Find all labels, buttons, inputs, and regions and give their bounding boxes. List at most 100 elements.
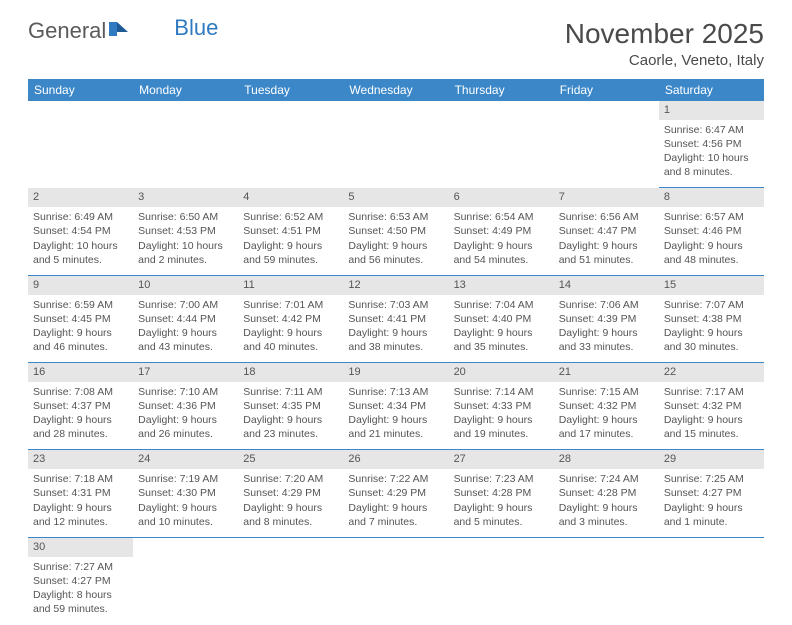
sunset-text: Sunset: 4:54 PM [33, 224, 128, 238]
day-number-cell: 12 [343, 275, 448, 294]
day-info-cell: Sunrise: 7:00 AMSunset: 4:44 PMDaylight:… [133, 295, 238, 363]
day-number-cell: 7 [554, 188, 659, 207]
day-info-cell [449, 120, 554, 188]
sunset-text: Sunset: 4:33 PM [454, 399, 549, 413]
daylight-text: Daylight: 9 hours and 19 minutes. [454, 413, 549, 441]
day-number-cell: 23 [28, 450, 133, 469]
daynum-row: 1 [28, 101, 764, 120]
day-number-cell [343, 537, 448, 556]
day-info-cell: Sunrise: 6:49 AMSunset: 4:54 PMDaylight:… [28, 207, 133, 275]
sunset-text: Sunset: 4:37 PM [33, 399, 128, 413]
day-number-cell: 16 [28, 363, 133, 382]
sunset-text: Sunset: 4:44 PM [138, 312, 233, 326]
day-info-cell: Sunrise: 7:17 AMSunset: 4:32 PMDaylight:… [659, 382, 764, 450]
sunset-text: Sunset: 4:32 PM [559, 399, 654, 413]
day-number-cell [449, 537, 554, 556]
day-number-cell [554, 101, 659, 120]
day-number-cell: 11 [238, 275, 343, 294]
day-header-row: SundayMondayTuesdayWednesdayThursdayFrid… [28, 79, 764, 101]
day-info-cell: Sunrise: 7:03 AMSunset: 4:41 PMDaylight:… [343, 295, 448, 363]
sunrise-text: Sunrise: 6:54 AM [454, 210, 549, 224]
day-number-cell: 28 [554, 450, 659, 469]
day-number-cell: 9 [28, 275, 133, 294]
day-number-cell: 8 [659, 188, 764, 207]
page-title: November 2025 [565, 18, 764, 50]
title-block: November 2025 Caorle, Veneto, Italy [565, 18, 764, 69]
day-header: Sunday [28, 79, 133, 101]
daylight-text: Daylight: 9 hours and 5 minutes. [454, 501, 549, 529]
sunset-text: Sunset: 4:49 PM [454, 224, 549, 238]
day-number-cell: 15 [659, 275, 764, 294]
daynum-row: 16171819202122 [28, 363, 764, 382]
info-row: Sunrise: 6:47 AMSunset: 4:56 PMDaylight:… [28, 120, 764, 188]
info-row: Sunrise: 6:49 AMSunset: 4:54 PM Daylight:… [28, 207, 764, 275]
sunrise-text: Sunrise: 7:07 AM [664, 298, 759, 312]
day-info-cell [343, 120, 448, 188]
sunrise-text: Sunrise: 6:52 AM [243, 210, 338, 224]
sunrise-text: Sunrise: 7:11 AM [243, 385, 338, 399]
daylight-text: Daylight: 9 hours and 40 minutes. [243, 326, 338, 354]
day-info-cell: Sunrise: 6:47 AMSunset: 4:56 PMDaylight:… [659, 120, 764, 188]
day-number-cell [659, 537, 764, 556]
daylight-text: Daylight: 10 hours and 8 minutes. [664, 151, 759, 179]
day-info-cell: Sunrise: 7:07 AMSunset: 4:38 PMDaylight:… [659, 295, 764, 363]
sunrise-text: Sunrise: 6:50 AM [138, 210, 233, 224]
day-number-cell: 25 [238, 450, 343, 469]
sunset-text: Sunset: 4:27 PM [664, 486, 759, 500]
day-number-cell: 10 [133, 275, 238, 294]
day-number-cell [554, 537, 659, 556]
sunrise-text: Sunrise: 7:15 AM [559, 385, 654, 399]
sunset-text: Sunset: 4:45 PM [33, 312, 128, 326]
sunset-text: Sunset: 4:40 PM [454, 312, 549, 326]
sunset-text: Sunset: 4:29 PM [348, 486, 443, 500]
day-info-cell: Sunrise: 6:57 AMSunset: 4:46 PMDaylight:… [659, 207, 764, 275]
sunrise-text: Sunrise: 7:27 AM [33, 560, 128, 574]
day-info-cell: Sunrise: 6:53 AMSunset: 4:50 PMDaylight:… [343, 207, 448, 275]
day-header: Wednesday [343, 79, 448, 101]
day-number-cell [133, 537, 238, 556]
sunset-text: Sunset: 4:27 PM [33, 574, 128, 588]
sunrise-text: Sunrise: 7:18 AM [33, 472, 128, 486]
sunrise-text: Sunrise: 6:49 AM [33, 210, 128, 224]
sunrise-text: Sunrise: 7:01 AM [243, 298, 338, 312]
sunrise-text: Sunrise: 7:04 AM [454, 298, 549, 312]
day-info-cell [659, 557, 764, 625]
day-info-cell [133, 557, 238, 625]
day-number-cell: 2 [28, 188, 133, 207]
sunrise-text: Sunrise: 6:47 AM [664, 123, 759, 137]
header: General Blue November 2025 Caorle, Venet… [28, 18, 764, 69]
day-number-cell: 6 [449, 188, 554, 207]
day-info-cell [449, 557, 554, 625]
sunrise-text: Sunrise: 7:19 AM [138, 472, 233, 486]
daylight-text: Daylight: 9 hours and 23 minutes. [243, 413, 338, 441]
day-header: Friday [554, 79, 659, 101]
day-info-cell: Sunrise: 7:25 AMSunset: 4:27 PMDaylight:… [659, 469, 764, 537]
day-info-cell [554, 120, 659, 188]
day-number-cell [343, 101, 448, 120]
day-header: Thursday [449, 79, 554, 101]
day-number-cell: 17 [133, 363, 238, 382]
daylight-text: Daylight: 9 hours and 51 minutes. [559, 239, 654, 267]
daynum-row: 23242526272829 [28, 450, 764, 469]
daylight-text: Daylight: 9 hours and 59 minutes. [243, 239, 338, 267]
daylight-text: Daylight: 9 hours and 30 minutes. [664, 326, 759, 354]
flag-icon [108, 18, 130, 44]
info-row: Sunrise: 7:08 AMSunset: 4:37 PMDaylight:… [28, 382, 764, 450]
sunrise-text: Sunrise: 6:57 AM [664, 210, 759, 224]
day-number-cell: 27 [449, 450, 554, 469]
day-info-cell [554, 557, 659, 625]
sunset-text: Sunset: 4:53 PM [138, 224, 233, 238]
sunset-text: Sunset: 4:51 PM [243, 224, 338, 238]
day-number-cell: 20 [449, 363, 554, 382]
sunset-text: Sunset: 4:50 PM [348, 224, 443, 238]
sunrise-text: Sunrise: 7:03 AM [348, 298, 443, 312]
sunrise-text: Sunrise: 7:20 AM [243, 472, 338, 486]
calendar-table: SundayMondayTuesdayWednesdayThursdayFrid… [28, 79, 764, 625]
sunrise-text: Sunrise: 7:10 AM [138, 385, 233, 399]
day-info-cell: Sunrise: 7:08 AMSunset: 4:37 PMDaylight:… [28, 382, 133, 450]
sunrise-text: Sunrise: 7:13 AM [348, 385, 443, 399]
day-number-cell: 19 [343, 363, 448, 382]
daynum-row: 30 [28, 537, 764, 556]
day-info-cell: Sunrise: 6:54 AMSunset: 4:49 PMDaylight:… [449, 207, 554, 275]
day-info-cell: Sunrise: 7:20 AMSunset: 4:29 PMDaylight:… [238, 469, 343, 537]
